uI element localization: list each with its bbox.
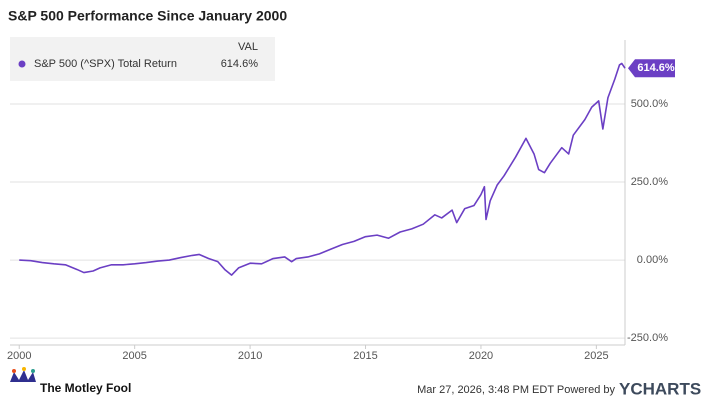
logo-icon bbox=[10, 370, 36, 382]
logo-text: The Motley Fool bbox=[40, 381, 131, 395]
y-tick-label: 0.00% bbox=[637, 254, 668, 266]
legend-label: S&P 500 (^SPX) Total Return bbox=[34, 58, 177, 70]
logo bbox=[10, 367, 36, 382]
legend-marker bbox=[18, 60, 26, 68]
x-tick-label: 2010 bbox=[238, 350, 262, 362]
x-tick-label: 2015 bbox=[353, 350, 377, 362]
chart-title: S&P 500 Performance Since January 2000 bbox=[8, 8, 287, 24]
legend-value: 614.6% bbox=[221, 58, 259, 70]
y-tick-label: 500.0% bbox=[631, 98, 669, 110]
series-line bbox=[19, 62, 626, 276]
legend-header: VAL bbox=[238, 41, 258, 53]
legend-box bbox=[10, 37, 275, 81]
end-value-label: 614.6% bbox=[637, 62, 675, 74]
logo-icon bbox=[31, 369, 35, 373]
logo-icon bbox=[22, 367, 26, 371]
x-tick-label: 2025 bbox=[584, 350, 608, 362]
end-value-tag bbox=[628, 59, 675, 78]
y-tick-label: 250.0% bbox=[631, 176, 669, 188]
y-tick-label: -250.0% bbox=[627, 332, 668, 344]
x-tick-label: 2000 bbox=[7, 350, 31, 362]
footer-brand: YCHARTS bbox=[619, 379, 701, 398]
x-tick-label: 2020 bbox=[469, 350, 493, 362]
footer-timestamp: Mar 27, 2026, 3:48 PM EDT Powered by bbox=[417, 384, 615, 396]
plot-area: -250.0% 0.00% 250.0% 500.0% 2000 2005 2010 2015… bbox=[7, 40, 675, 362]
logo-icon bbox=[12, 369, 16, 373]
x-tick-label: 2005 bbox=[122, 350, 146, 362]
